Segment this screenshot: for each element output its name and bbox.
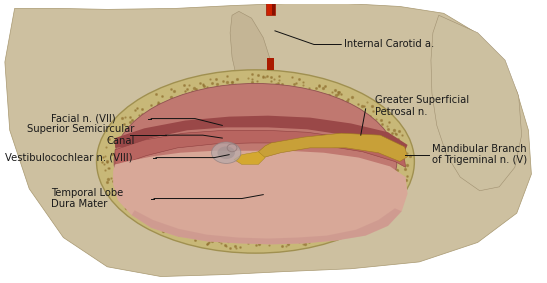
Polygon shape: [258, 133, 408, 162]
Polygon shape: [115, 116, 408, 152]
Polygon shape: [115, 130, 405, 167]
Bar: [272, 0, 275, 15]
Bar: [267, 58, 274, 70]
Text: Mandibular Branch
of Trigeminal n. (V): Mandibular Branch of Trigeminal n. (V): [432, 144, 527, 166]
Ellipse shape: [217, 146, 235, 159]
Polygon shape: [5, 4, 531, 276]
Ellipse shape: [114, 83, 397, 239]
Text: Superior Semicircular
Canal: Superior Semicircular Canal: [27, 124, 135, 146]
Polygon shape: [234, 152, 265, 164]
Text: Vestibulocochlear n. (VIII): Vestibulocochlear n. (VIII): [5, 153, 132, 163]
Polygon shape: [230, 11, 275, 119]
Text: Greater Superficial
Petrosal n.: Greater Superficial Petrosal n.: [375, 95, 469, 117]
Ellipse shape: [96, 70, 415, 253]
Text: Temporal Lobe
Dura Mater: Temporal Lobe Dura Mater: [51, 188, 123, 209]
Text: Internal Carotid a.: Internal Carotid a.: [344, 40, 434, 50]
Polygon shape: [132, 208, 401, 244]
Text: Facial n. (VII): Facial n. (VII): [51, 113, 115, 124]
Bar: [266, 0, 275, 15]
Polygon shape: [431, 15, 522, 191]
Polygon shape: [113, 151, 408, 244]
Ellipse shape: [212, 142, 241, 164]
